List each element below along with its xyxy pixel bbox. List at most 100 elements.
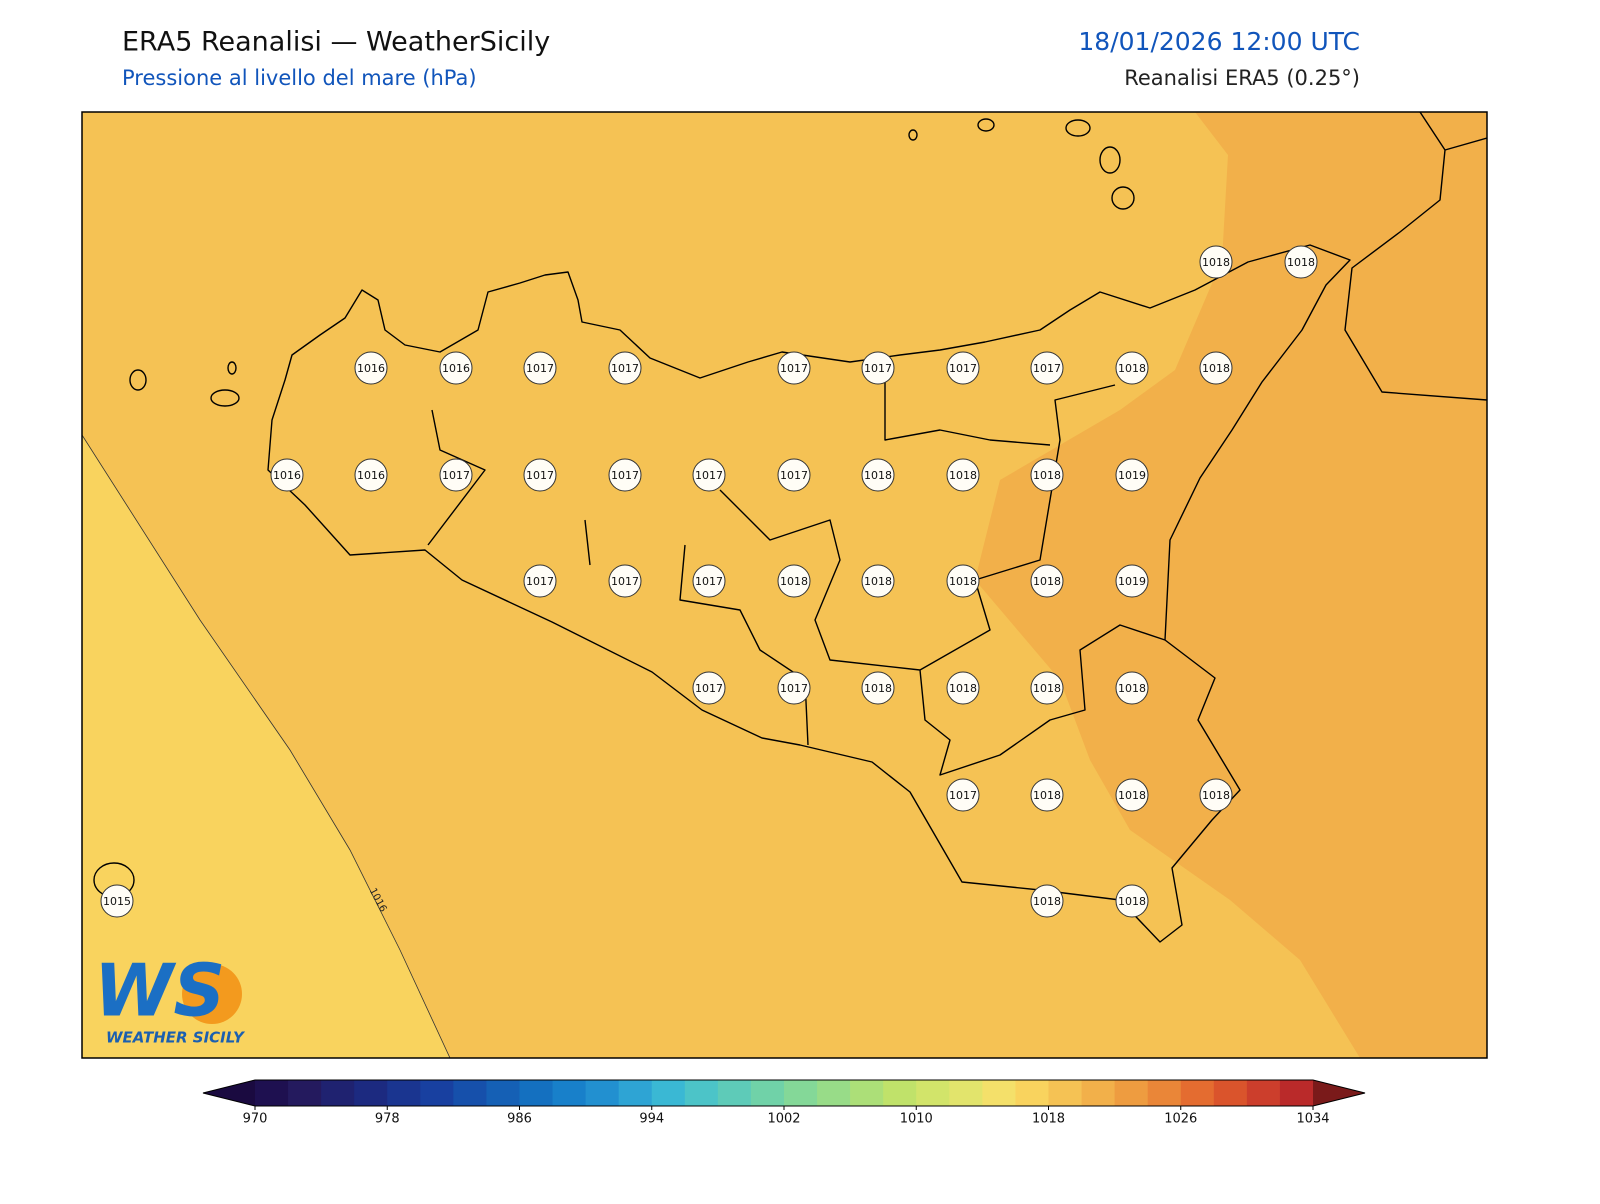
isobar — [82, 434, 451, 1058]
station-label: 1018 — [1033, 682, 1061, 695]
station-label: 1017 — [780, 362, 808, 375]
station-marker — [354, 458, 388, 492]
island — [908, 129, 918, 141]
station-label: 1017 — [526, 575, 554, 588]
station-marker — [946, 778, 980, 812]
pressure-field-low — [82, 435, 450, 1058]
subtitle: Pressione al livello del mare (hPa) — [122, 66, 477, 90]
station-label: 1017 — [526, 362, 554, 375]
station-label: 1015 — [103, 895, 131, 908]
colorbar-bin — [817, 1080, 851, 1106]
colorbar-bin — [1246, 1080, 1281, 1106]
station-label: 1018 — [1118, 362, 1146, 375]
colorbar-tick-label: 970 — [243, 1112, 268, 1127]
station-label: 1019 — [1118, 575, 1146, 588]
colorbar-tick-label: 1010 — [900, 1112, 933, 1127]
station-label: 1017 — [780, 682, 808, 695]
station-label: 1018 — [1033, 469, 1061, 482]
colorbar-bin — [717, 1080, 752, 1106]
colorbar-bin — [486, 1080, 520, 1106]
colorbar-bin — [916, 1080, 950, 1106]
colorbar: 970 978 986 994 1002 1010 1018 1026 1034 — [202, 1079, 1366, 1127]
station-marker — [100, 884, 134, 918]
station-label: 1018 — [1033, 789, 1061, 802]
station-marker — [692, 564, 726, 598]
colorbar-bin — [387, 1080, 421, 1106]
station-label: 1018 — [864, 469, 892, 482]
colorbar-bin — [420, 1080, 454, 1106]
station-label: 1017 — [1033, 362, 1061, 375]
station-label: 1017 — [611, 469, 639, 482]
station-label: 1017 — [695, 469, 723, 482]
colorbar-extend-under — [203, 1080, 255, 1106]
colorbar-tick-label: 1034 — [1296, 1112, 1329, 1127]
station-label: 1017 — [949, 789, 977, 802]
station-label: 1018 — [949, 469, 977, 482]
station-marker — [439, 351, 473, 385]
colorbar-bin — [288, 1080, 322, 1106]
colorbar-extend-over — [1313, 1080, 1365, 1106]
station-label: 1017 — [864, 362, 892, 375]
station-label: 1017 — [780, 469, 808, 482]
station-marker — [1199, 351, 1233, 385]
map: 1018 1018 1016 1016 1017 1017 1017 1017 1017 1017… — [82, 112, 1487, 1058]
colorbar-bin — [585, 1080, 620, 1106]
colorbar-bin — [552, 1080, 587, 1106]
island — [210, 389, 240, 407]
station-label: 1018 — [1118, 895, 1146, 908]
station-label: 1016 — [357, 362, 385, 375]
logo-mark: WS — [94, 949, 225, 1033]
colorbar-bin — [651, 1080, 686, 1106]
station-marker — [1115, 564, 1149, 598]
station-label: 1018 — [1118, 682, 1146, 695]
logo: WS WEATHER SICILY — [94, 949, 246, 1047]
station-label: 1018 — [1033, 895, 1061, 908]
station-marker — [1115, 458, 1149, 492]
colorbar-tick-label: 1002 — [767, 1112, 800, 1127]
colorbar-bin — [883, 1080, 917, 1106]
colorbar-bin — [321, 1080, 355, 1106]
station-marker — [692, 671, 726, 705]
station-marker — [1115, 884, 1149, 918]
colorbar-bin — [618, 1080, 653, 1106]
colorbar-bin — [1147, 1080, 1182, 1106]
station-label: 1018 — [864, 575, 892, 588]
station-marker — [777, 351, 811, 385]
station-label: 1019 — [1118, 469, 1146, 482]
station-label: 1018 — [1202, 362, 1230, 375]
colorbar-bin — [1015, 1080, 1049, 1106]
station-label: 1017 — [526, 469, 554, 482]
station-marker — [777, 458, 811, 492]
station-label: 1017 — [611, 362, 639, 375]
colorbar-tick-label: 994 — [639, 1112, 664, 1127]
station-marker — [439, 458, 473, 492]
pressure-field-high — [975, 112, 1487, 1058]
station-marker — [1115, 778, 1149, 812]
colorbar-bin — [1279, 1080, 1314, 1106]
station-marker — [1030, 778, 1064, 812]
station-marker — [1115, 671, 1149, 705]
station-label: 1017 — [442, 469, 470, 482]
station-label: 1018 — [780, 575, 808, 588]
station-marker — [946, 564, 980, 598]
island — [1111, 186, 1135, 210]
colorbar-bin — [453, 1080, 487, 1106]
station-marker — [861, 351, 895, 385]
colorbar-tick-label: 1026 — [1164, 1112, 1197, 1127]
logo-text: WEATHER SICILY — [106, 1029, 246, 1047]
station-marker — [608, 351, 642, 385]
station-label: 1018 — [949, 575, 977, 588]
station-label: 1016 — [273, 469, 301, 482]
station-label: 1018 — [1033, 575, 1061, 588]
station-marker — [270, 458, 304, 492]
colorbar-bin — [1213, 1080, 1248, 1106]
station-label: 1017 — [695, 682, 723, 695]
station-marker — [1030, 671, 1064, 705]
station-marker — [1030, 564, 1064, 598]
colorbar-tick-label: 986 — [507, 1112, 532, 1127]
station-label: 1018 — [1202, 256, 1230, 269]
colorbar-bin — [255, 1080, 289, 1106]
map-frame — [81, 111, 1488, 1059]
colorbar-bin — [1081, 1080, 1116, 1106]
